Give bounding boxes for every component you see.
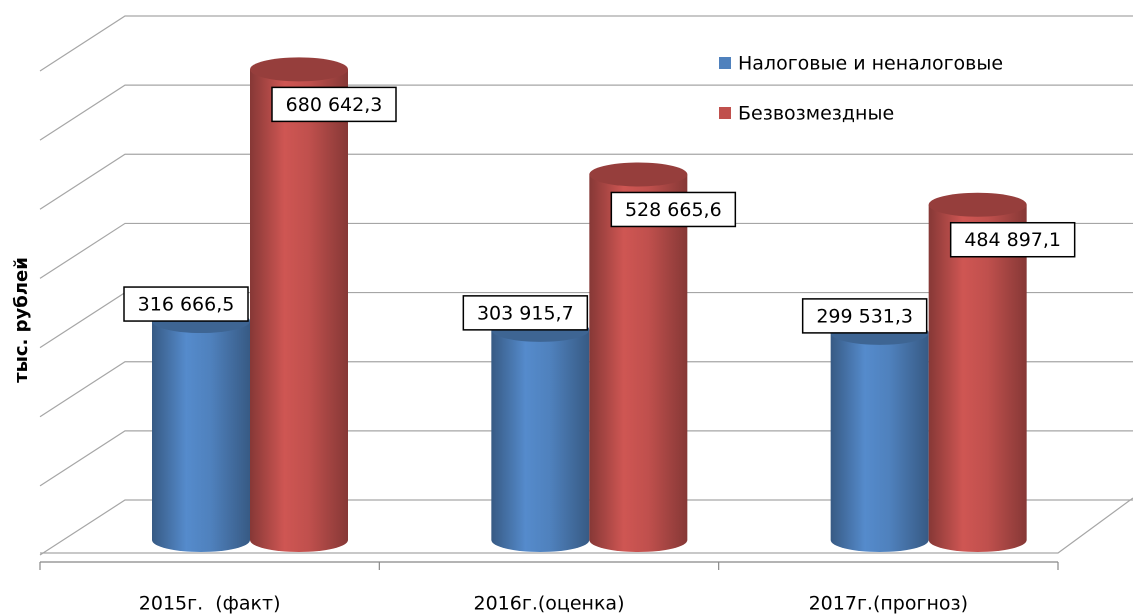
value-label-box — [949, 221, 1076, 258]
bar-top — [928, 192, 1027, 217]
grid-line — [39, 222, 1133, 279]
bar-body — [491, 329, 590, 552]
bar-body — [250, 69, 348, 553]
value-label: 528 665,6 — [625, 199, 722, 221]
grid-line — [39, 430, 1133, 487]
legend-swatch — [719, 57, 731, 69]
bar-body — [589, 174, 688, 552]
bar-body — [928, 204, 1027, 552]
value-label-box — [801, 298, 928, 334]
legend-label: Безвозмездные — [738, 103, 894, 125]
bar-top — [250, 57, 348, 82]
value-label: 484 897,1 — [964, 229, 1061, 251]
x-tick-label: 2015г. (факт) — [139, 593, 281, 615]
bar — [589, 162, 688, 552]
bar — [830, 320, 929, 552]
value-label: 316 666,5 — [138, 294, 235, 316]
bar — [928, 192, 1027, 552]
floor-edge — [40, 497, 1133, 554]
grid-line — [39, 15, 1133, 72]
bar — [152, 309, 250, 552]
y-axis-title: тыс. рублей — [11, 257, 32, 383]
value-label-box — [462, 295, 589, 331]
bar-top — [589, 162, 688, 187]
grid-line — [39, 84, 1133, 141]
grid-line — [39, 361, 1133, 418]
legend-swatch — [719, 107, 731, 119]
x-tick-label: 2017г.(прогноз) — [809, 593, 968, 615]
value-label-box — [610, 191, 737, 228]
grid-line — [39, 153, 1133, 210]
value-label: 680 642,3 — [286, 94, 383, 116]
grid-line — [39, 499, 1133, 556]
bar-body — [830, 332, 929, 552]
bar — [491, 317, 590, 552]
bar — [250, 57, 348, 553]
value-label-box — [123, 286, 249, 322]
x-tick-label: 2016г.(оценка) — [474, 593, 625, 615]
legend-label: Налоговые и неналоговые — [738, 53, 1003, 75]
value-label-box — [271, 86, 397, 123]
bar-body — [152, 321, 250, 552]
value-label: 303 915,7 — [477, 302, 574, 324]
value-label: 299 531,3 — [816, 305, 913, 327]
